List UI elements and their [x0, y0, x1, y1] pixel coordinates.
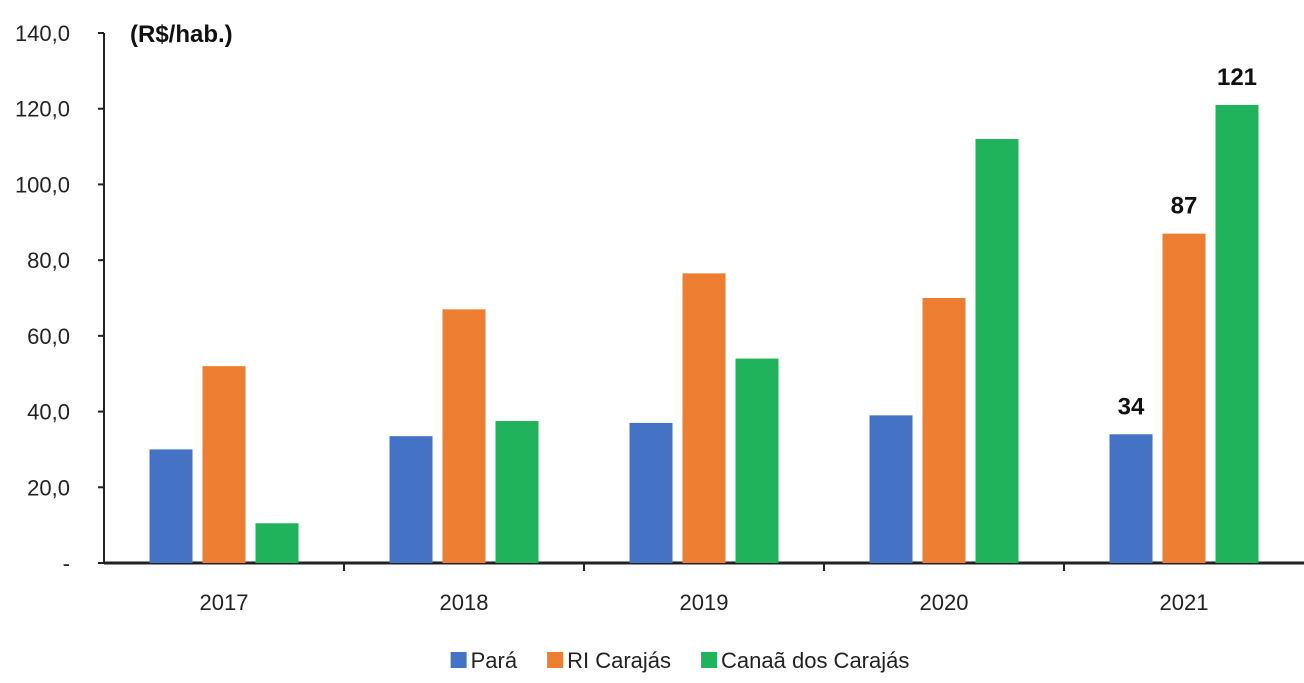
bar	[149, 449, 193, 563]
bar	[495, 421, 539, 563]
bar	[389, 436, 433, 563]
legend-label: Canaã dos Carajás	[721, 648, 909, 673]
bar	[255, 523, 299, 563]
bar	[1162, 233, 1206, 563]
x-tick-label: 2018	[440, 590, 489, 615]
x-tick-label: 2020	[920, 590, 969, 615]
bar	[629, 422, 673, 563]
y-tick-label: 140,0	[15, 21, 70, 46]
bar	[869, 415, 913, 563]
y-tick-label: 80,0	[27, 248, 70, 273]
data-label: 87	[1171, 193, 1198, 220]
y-tick-label: -	[63, 551, 70, 576]
y-axis: - 20,0 40,0 60,0 80,0 100,0 120,0 140,0	[15, 21, 105, 576]
x-tick-label: 2017	[200, 590, 249, 615]
y-tick-label: 120,0	[15, 97, 70, 122]
unit-label: (R$/hab.)	[130, 21, 233, 48]
bar	[1215, 104, 1259, 563]
data-label: 34	[1118, 393, 1145, 420]
legend-label: RI Carajás	[567, 648, 671, 673]
y-tick-label: 60,0	[27, 324, 70, 349]
x-axis: 2017 2018 2019 2020 2021	[104, 561, 1304, 615]
bar	[922, 298, 966, 563]
data-labels: 34 87 121	[1118, 64, 1257, 420]
legend-swatch	[450, 652, 467, 668]
bar	[1109, 434, 1153, 563]
bar	[735, 358, 779, 563]
bars	[149, 104, 1259, 563]
y-tick-label: 40,0	[27, 400, 70, 425]
bar	[442, 309, 486, 563]
y-tick-label: 20,0	[27, 475, 70, 500]
bar	[682, 273, 726, 563]
legend: Pará RI Carajás Canaã dos Carajás	[450, 648, 909, 673]
bar	[975, 139, 1019, 563]
bar	[202, 366, 246, 563]
x-tick-label: 2021	[1160, 590, 1209, 615]
data-label: 121	[1217, 64, 1257, 91]
y-tick-label: 100,0	[15, 172, 70, 197]
x-tick-label: 2019	[680, 590, 729, 615]
legend-label: Pará	[471, 648, 518, 673]
legend-swatch	[547, 652, 564, 668]
legend-swatch	[701, 652, 718, 668]
